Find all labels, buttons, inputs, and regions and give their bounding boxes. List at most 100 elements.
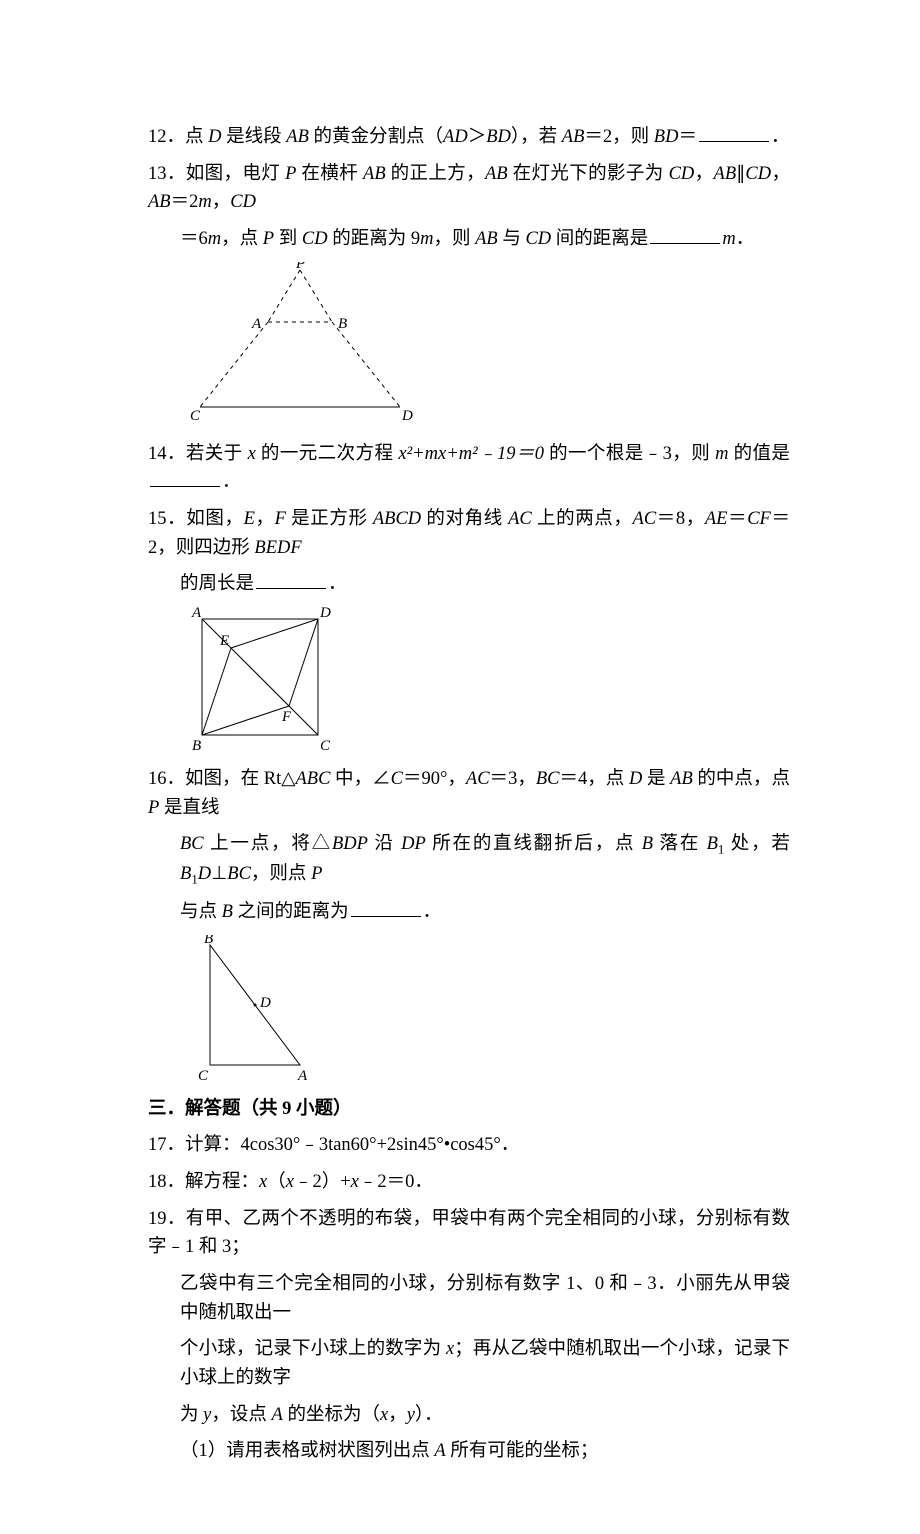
label-D: D (259, 995, 271, 1011)
text: 乙袋中有三个完全相同的小球，分别标有数字 1、0 和﹣3．小丽先从甲袋中随机取出… (180, 1274, 790, 1323)
q15-line1: 15．如图，E，F 是正方形 ABCD 的对角线 AC 上的两点，AC＝8，AE… (148, 505, 790, 562)
q15-number: 15． (148, 509, 186, 529)
text: 解方程： (185, 1172, 259, 1192)
var-AB: AB (714, 164, 737, 184)
text: 的黄金分割点（ (309, 127, 443, 147)
text: 是正方形 (286, 509, 373, 529)
q14-number: 14． (148, 444, 186, 464)
var-CD: CD (230, 192, 256, 212)
q12: 12．点 D 是线段 AB 的黄金分割点（AD＞BD），若 AB＝2，则 BD＝… (148, 123, 790, 152)
var-BD: BD (654, 127, 679, 147)
var-BC: BC (180, 834, 204, 854)
q18-number: 18． (148, 1172, 185, 1192)
var-AC: AC (633, 509, 657, 529)
var-CF: CF (747, 509, 771, 529)
comma: ， (255, 509, 275, 529)
var-D: D (198, 864, 211, 884)
var-AC: AC (466, 769, 490, 789)
label-F: F (281, 709, 292, 725)
text: 如图，在 Rt△ (185, 769, 295, 789)
var-AC: AC (508, 509, 532, 529)
var-AB: AB (148, 192, 171, 212)
period: ． (771, 127, 790, 147)
parallel: ∥ (736, 164, 745, 184)
var-BDP: BDP (332, 834, 368, 854)
expr-text: x²+mx+m²﹣19＝0 (398, 444, 544, 464)
var-C: C (391, 769, 403, 789)
var-AB: AB (670, 769, 693, 789)
var-y: y (407, 1405, 415, 1425)
label-B: B (204, 935, 213, 947)
var-AE: AE (705, 509, 728, 529)
var-CD: CD (302, 229, 328, 249)
label-D: D (319, 607, 331, 621)
q19-line3: 个小球，记录下小球上的数字为 x；再从乙袋中随机取出一个小球，记录下小球上的数字 (148, 1335, 790, 1392)
text: ， (771, 164, 790, 184)
period: ． (736, 229, 755, 249)
label-B: B (192, 738, 201, 754)
text: 的一个根是﹣3，则 (544, 444, 715, 464)
text: ＝2，则 (584, 127, 653, 147)
text: 的一元二次方程 (256, 444, 399, 464)
label-A: A (251, 316, 262, 332)
label-C: C (320, 738, 331, 754)
text: 落在 (653, 834, 707, 854)
var-m: m (208, 229, 221, 249)
var-ABCD: ABCD (373, 509, 421, 529)
q12-number: 12． (148, 127, 185, 147)
blank (699, 124, 769, 142)
q14: 14．若关于 x 的一元二次方程 x²+mx+m²﹣19＝0 的一个根是﹣3，则… (148, 440, 790, 497)
text: 之间的距离为 (233, 902, 349, 922)
text: ，则点 (251, 864, 311, 884)
q19-part1: （1）请用表格或树状图列出点 A 所有可能的坐标； (148, 1437, 790, 1466)
var-A: A (434, 1441, 445, 1461)
text: ＝ (727, 509, 747, 529)
text: 所有可能的坐标； (446, 1441, 599, 1461)
q17: 17．计算：4cos30°﹣3tan60°+2sin45°•cos45°． (148, 1131, 790, 1160)
var-E: E (244, 509, 255, 529)
q16-figure: B C A D (158, 935, 790, 1085)
var-m: m (722, 229, 735, 249)
var-BC: BC (227, 864, 251, 884)
text: 如图， (186, 509, 243, 529)
q16-svg: B C A D (190, 935, 320, 1085)
var-B1: B (707, 834, 718, 854)
text: 的对角线 (421, 509, 508, 529)
label-B: B (338, 316, 347, 332)
text: 的坐标为（ (283, 1405, 380, 1425)
q16-line2: BC 上一点，将△BDP 沿 DP 所在的直线翻折后，点 B 落在 B1 处，若… (148, 830, 790, 890)
text: 是线段 (222, 127, 287, 147)
q16-line3: 与点 B 之间的距离为． (148, 898, 790, 927)
var-P: P (311, 864, 322, 884)
var-AB: AB (475, 229, 498, 249)
var-m: m (420, 229, 433, 249)
text: 在横杆 (296, 164, 363, 184)
var-BC: BC (536, 769, 560, 789)
text: 的距离为 9 (328, 229, 421, 249)
q13-figure: P A B C D (158, 262, 790, 432)
text: 到 (274, 229, 302, 249)
text: 上的两点， (532, 509, 633, 529)
var-D: D (208, 127, 221, 147)
q15-line2: 的周长是． (148, 570, 790, 599)
text: 若关于 (186, 444, 248, 464)
label-C: C (190, 408, 201, 424)
section-3-title: 三．解答题（共 9 小题） (148, 1095, 790, 1124)
text: 为 (180, 1405, 203, 1425)
var-CD: CD (525, 229, 551, 249)
q19-line2: 乙袋中有三个完全相同的小球，分别标有数字 1、0 和﹣3．小丽先从甲袋中随机取出… (148, 1270, 790, 1327)
label-P: P (295, 262, 305, 272)
text: （1）请用表格或树状图列出点 (180, 1441, 434, 1461)
text: ，设点 (211, 1405, 271, 1425)
expr: x²+mx+m²﹣19＝0 (398, 444, 544, 464)
q19-line4: 为 y，设点 A 的坐标为（x，y）． (148, 1401, 790, 1430)
var-x: x (351, 1172, 359, 1192)
text: ﹣2）+ (294, 1172, 351, 1192)
var-D: D (629, 769, 642, 789)
var-y: y (203, 1405, 211, 1425)
q17-text: 计算：4cos30°﹣3tan60°+2sin45°•cos45°． (185, 1135, 519, 1155)
var-AD: AD (443, 127, 468, 147)
q19-line1: 19．有甲、乙两个不透明的布袋，甲袋中有两个完全相同的小球，分别标有数字﹣1 和… (148, 1205, 790, 1262)
var-x: x (446, 1339, 454, 1359)
text: 沿 (368, 834, 401, 854)
